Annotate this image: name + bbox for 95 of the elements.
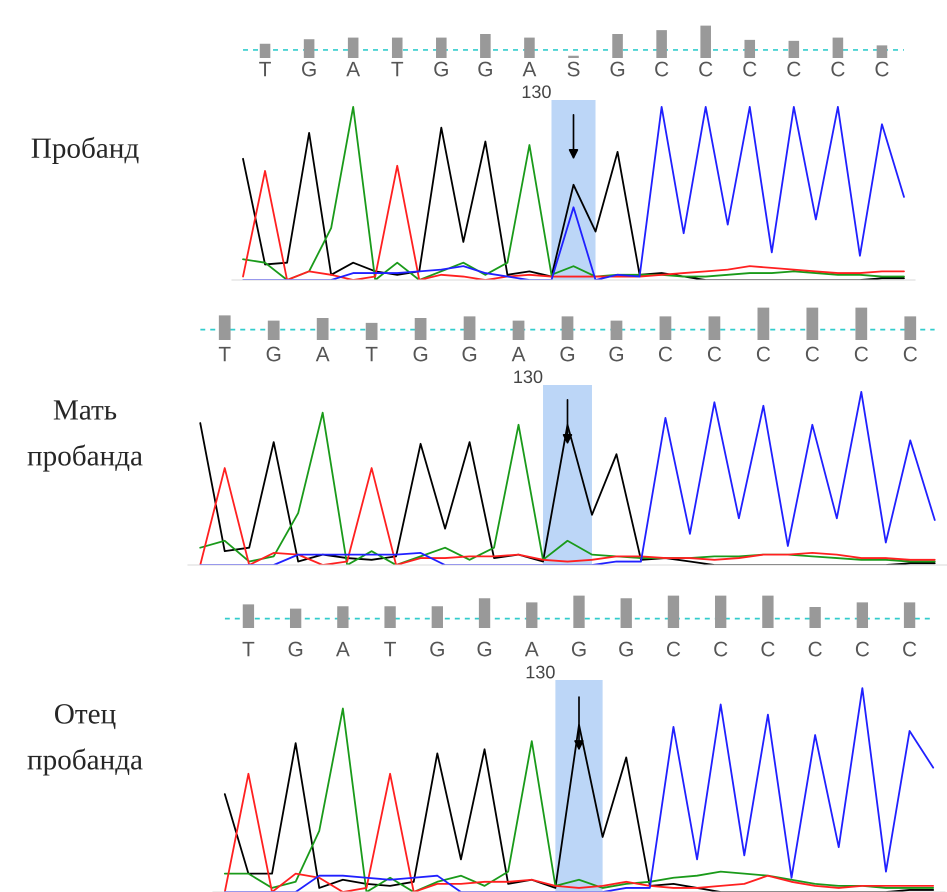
x-tick-label: T bbox=[218, 346, 231, 362]
y-axis-title: Пробанд bbox=[32, 136, 139, 164]
x-tick-label: S bbox=[568, 62, 580, 76]
x-tick-label: A bbox=[336, 642, 350, 656]
x-tick-label: C bbox=[903, 642, 916, 656]
x-tick-label: G bbox=[430, 642, 444, 656]
bar bbox=[832, 38, 844, 58]
x-tick-label: C bbox=[699, 62, 712, 76]
x-tick-label: T bbox=[259, 62, 271, 76]
x-tick-label: C bbox=[658, 346, 672, 362]
bar bbox=[708, 316, 720, 340]
bar bbox=[656, 30, 667, 58]
x-tick-label: G bbox=[414, 346, 428, 362]
x-tick-label: C bbox=[743, 62, 756, 76]
x-tick-label: G bbox=[610, 62, 624, 76]
x-tick-label: G bbox=[434, 62, 448, 76]
x-tick-label: C bbox=[904, 346, 918, 362]
bar bbox=[290, 608, 302, 628]
x-tick-label: A bbox=[346, 62, 360, 76]
x-tick-label: C bbox=[761, 642, 775, 656]
bar bbox=[573, 596, 585, 628]
text: 130 bbox=[522, 85, 551, 98]
text: 130 bbox=[514, 370, 542, 384]
x-tick-label: C bbox=[808, 642, 822, 656]
x-tick-label: T bbox=[242, 642, 254, 656]
bar bbox=[876, 45, 888, 58]
x-tick-label: C bbox=[756, 346, 770, 362]
bar bbox=[464, 316, 476, 340]
x-tick-label: C bbox=[714, 642, 728, 656]
x-tick-label: C bbox=[875, 62, 889, 76]
bar bbox=[762, 596, 774, 628]
x-tick-label: T bbox=[366, 346, 378, 362]
bar bbox=[242, 604, 254, 628]
bar bbox=[620, 598, 632, 628]
bar bbox=[366, 322, 378, 340]
x-tick-label: G bbox=[572, 642, 586, 656]
x-tick-label: T bbox=[384, 642, 396, 656]
bar bbox=[660, 316, 672, 340]
bar bbox=[700, 26, 711, 58]
bar bbox=[809, 606, 821, 628]
bar bbox=[348, 38, 358, 58]
bar bbox=[757, 308, 770, 340]
x-tick-label: G bbox=[266, 346, 280, 362]
bar bbox=[668, 596, 680, 628]
bar bbox=[610, 320, 622, 340]
y-axis-title: Мать пробанда bbox=[28, 400, 143, 472]
bar bbox=[512, 320, 524, 340]
bar bbox=[432, 606, 443, 628]
x-tick-label: G bbox=[478, 62, 492, 76]
x-tick-label: C bbox=[708, 346, 722, 362]
bar bbox=[788, 40, 800, 58]
bar bbox=[268, 320, 280, 340]
x-tick-label: G bbox=[619, 642, 633, 656]
x-tick-label: C bbox=[854, 346, 868, 362]
x-tick-label: A bbox=[522, 62, 536, 76]
x-tick-label: C bbox=[806, 346, 820, 362]
bar bbox=[218, 315, 231, 340]
bar bbox=[856, 602, 868, 628]
x-tick-label: A bbox=[524, 642, 539, 656]
x-tick-label: G bbox=[462, 346, 476, 362]
bar bbox=[904, 602, 916, 628]
bar bbox=[744, 40, 756, 58]
bar bbox=[855, 308, 868, 340]
bar bbox=[562, 316, 574, 340]
x-tick-label: C bbox=[856, 642, 870, 656]
x-tick-label: C bbox=[666, 642, 680, 656]
x-tick-label: A bbox=[512, 346, 526, 362]
bar bbox=[480, 34, 491, 58]
bar bbox=[478, 598, 490, 628]
bar bbox=[316, 318, 329, 340]
bar bbox=[260, 44, 270, 58]
bar bbox=[414, 318, 426, 340]
bar bbox=[304, 39, 314, 58]
bar bbox=[384, 606, 396, 628]
x-tick-label: G bbox=[302, 62, 316, 76]
bar bbox=[612, 34, 623, 58]
x-tick-label: C bbox=[787, 62, 801, 76]
x-tick-label: G bbox=[609, 346, 624, 362]
x-tick-label: C bbox=[831, 62, 845, 76]
bar bbox=[806, 308, 818, 340]
x-tick-label: T bbox=[391, 62, 404, 76]
bar bbox=[526, 602, 538, 628]
bar bbox=[436, 38, 447, 58]
bar bbox=[715, 596, 726, 628]
text: 130 bbox=[526, 666, 555, 678]
y-axis-title: Отец пробанда bbox=[28, 704, 143, 776]
x-tick-label: C bbox=[655, 62, 668, 76]
x-tick-label: G bbox=[560, 346, 574, 362]
bar bbox=[392, 38, 403, 58]
x-tick-label: G bbox=[288, 642, 302, 656]
bar bbox=[904, 316, 916, 340]
x-tick-label: A bbox=[316, 346, 330, 362]
x-tick-label: G bbox=[477, 642, 492, 656]
bar bbox=[524, 38, 535, 58]
bar bbox=[337, 606, 349, 628]
